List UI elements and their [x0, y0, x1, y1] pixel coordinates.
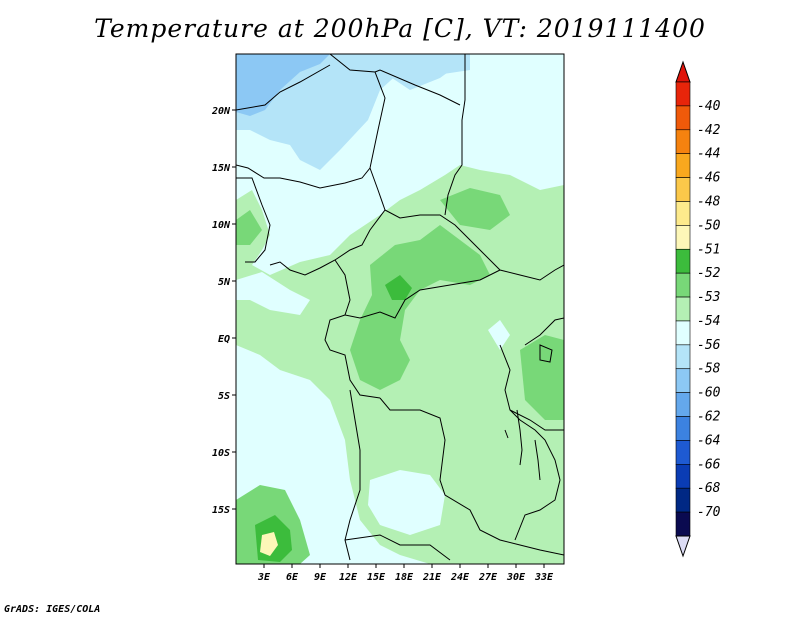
country-borders	[236, 54, 564, 561]
lon-label: 33E	[534, 572, 554, 583]
lon-label: 18E	[395, 572, 414, 583]
lon-label: 27E	[478, 572, 498, 583]
lat-label: 10N	[212, 220, 231, 231]
colorbar-segment	[675, 464, 691, 489]
lon-label: 24E	[450, 572, 470, 583]
colorbar-segment	[675, 320, 691, 346]
colorbar-segment	[675, 225, 691, 250]
band-54-south	[368, 470, 445, 535]
colorbar-label: -40	[697, 99, 721, 114]
lat-label: 5S	[218, 391, 230, 402]
lat-label: 5N	[218, 277, 231, 288]
colorbar-label: -52	[697, 266, 721, 281]
colorbar-segment	[675, 177, 691, 202]
lat-label: 20N	[211, 106, 231, 117]
colorbar-segment	[675, 272, 691, 298]
lon-label: 21E	[422, 572, 442, 583]
colorbar-segment	[675, 153, 691, 178]
colorbar-label: -44	[697, 147, 720, 162]
lat-label: EQ	[218, 334, 230, 345]
colorbar-segment	[675, 105, 691, 131]
map-frame	[235, 53, 565, 565]
colorbar-label: -48	[697, 194, 721, 209]
lat-label: 10S	[212, 448, 230, 459]
band-56-north	[236, 54, 470, 170]
colorbar-segment	[675, 296, 691, 322]
colorbar-segment	[675, 201, 691, 226]
band-52-north	[440, 188, 510, 230]
band-52-west	[236, 210, 262, 245]
lat-axis: 20N 15N 10N 5N EQ 5S 10S 15S	[211, 106, 236, 516]
colorbar-segment	[675, 344, 691, 370]
band-58-northwest	[236, 54, 330, 116]
colorbar-label: -70	[697, 505, 721, 520]
band-51-central	[385, 275, 412, 300]
colorbar-segment	[675, 368, 691, 393]
lon-label: 9E	[314, 572, 327, 583]
colorbar-top-arrow	[675, 60, 691, 83]
colorbar-label: -54	[697, 314, 720, 329]
colorbar-segment	[675, 81, 691, 107]
colorbar-label: -42	[697, 123, 721, 138]
lat-label: 15S	[212, 505, 230, 516]
lat-label: 15N	[212, 163, 231, 174]
lakes	[504, 344, 553, 481]
colorbar-segment	[675, 392, 691, 417]
lon-label: 30E	[506, 572, 526, 583]
colorbar-segment	[675, 416, 691, 441]
colorbar-segment	[675, 129, 691, 154]
colorbar-label: -56	[697, 338, 721, 353]
lon-label: 15E	[367, 572, 386, 583]
map-title: Temperature at 200hPa [C], VT: 201911140…	[94, 14, 706, 43]
colorbar-label: -60	[697, 386, 721, 401]
colorbar-label: -53	[697, 290, 720, 305]
colorbar-label: -46	[697, 171, 721, 186]
colorbar-label: -62	[697, 410, 721, 425]
colorbar-bottom-arrow	[675, 535, 691, 558]
colorbar-segment	[675, 248, 691, 274]
colorbar-segment	[675, 511, 691, 537]
colorbar-label: -64	[697, 433, 720, 448]
colorbar-label: -50	[697, 218, 721, 233]
lon-label: 6E	[286, 572, 299, 583]
band-50-south	[260, 532, 278, 556]
colorbar-segment	[675, 487, 691, 513]
band-52-central	[350, 225, 490, 390]
band-56-patch	[380, 54, 470, 90]
colorbar-label: -58	[697, 362, 721, 377]
colorbar-segment	[675, 440, 691, 465]
colorbar-label: -51	[697, 242, 720, 257]
lon-label: 3E	[257, 572, 271, 583]
lon-label: 12E	[339, 572, 358, 583]
colorbar-label: -66	[697, 457, 721, 472]
band-54-southwest	[236, 375, 330, 470]
band-54-east	[488, 320, 510, 350]
lon-axis: 3E 6E 9E 12E 15E 18E 21E 24E 27E 30E 33E	[257, 564, 554, 583]
grads-credit: GrADS: IGES/COLA	[4, 604, 101, 615]
band-54-west	[236, 272, 310, 315]
colorbar-label: -68	[697, 481, 721, 496]
band-52-east	[520, 335, 564, 420]
